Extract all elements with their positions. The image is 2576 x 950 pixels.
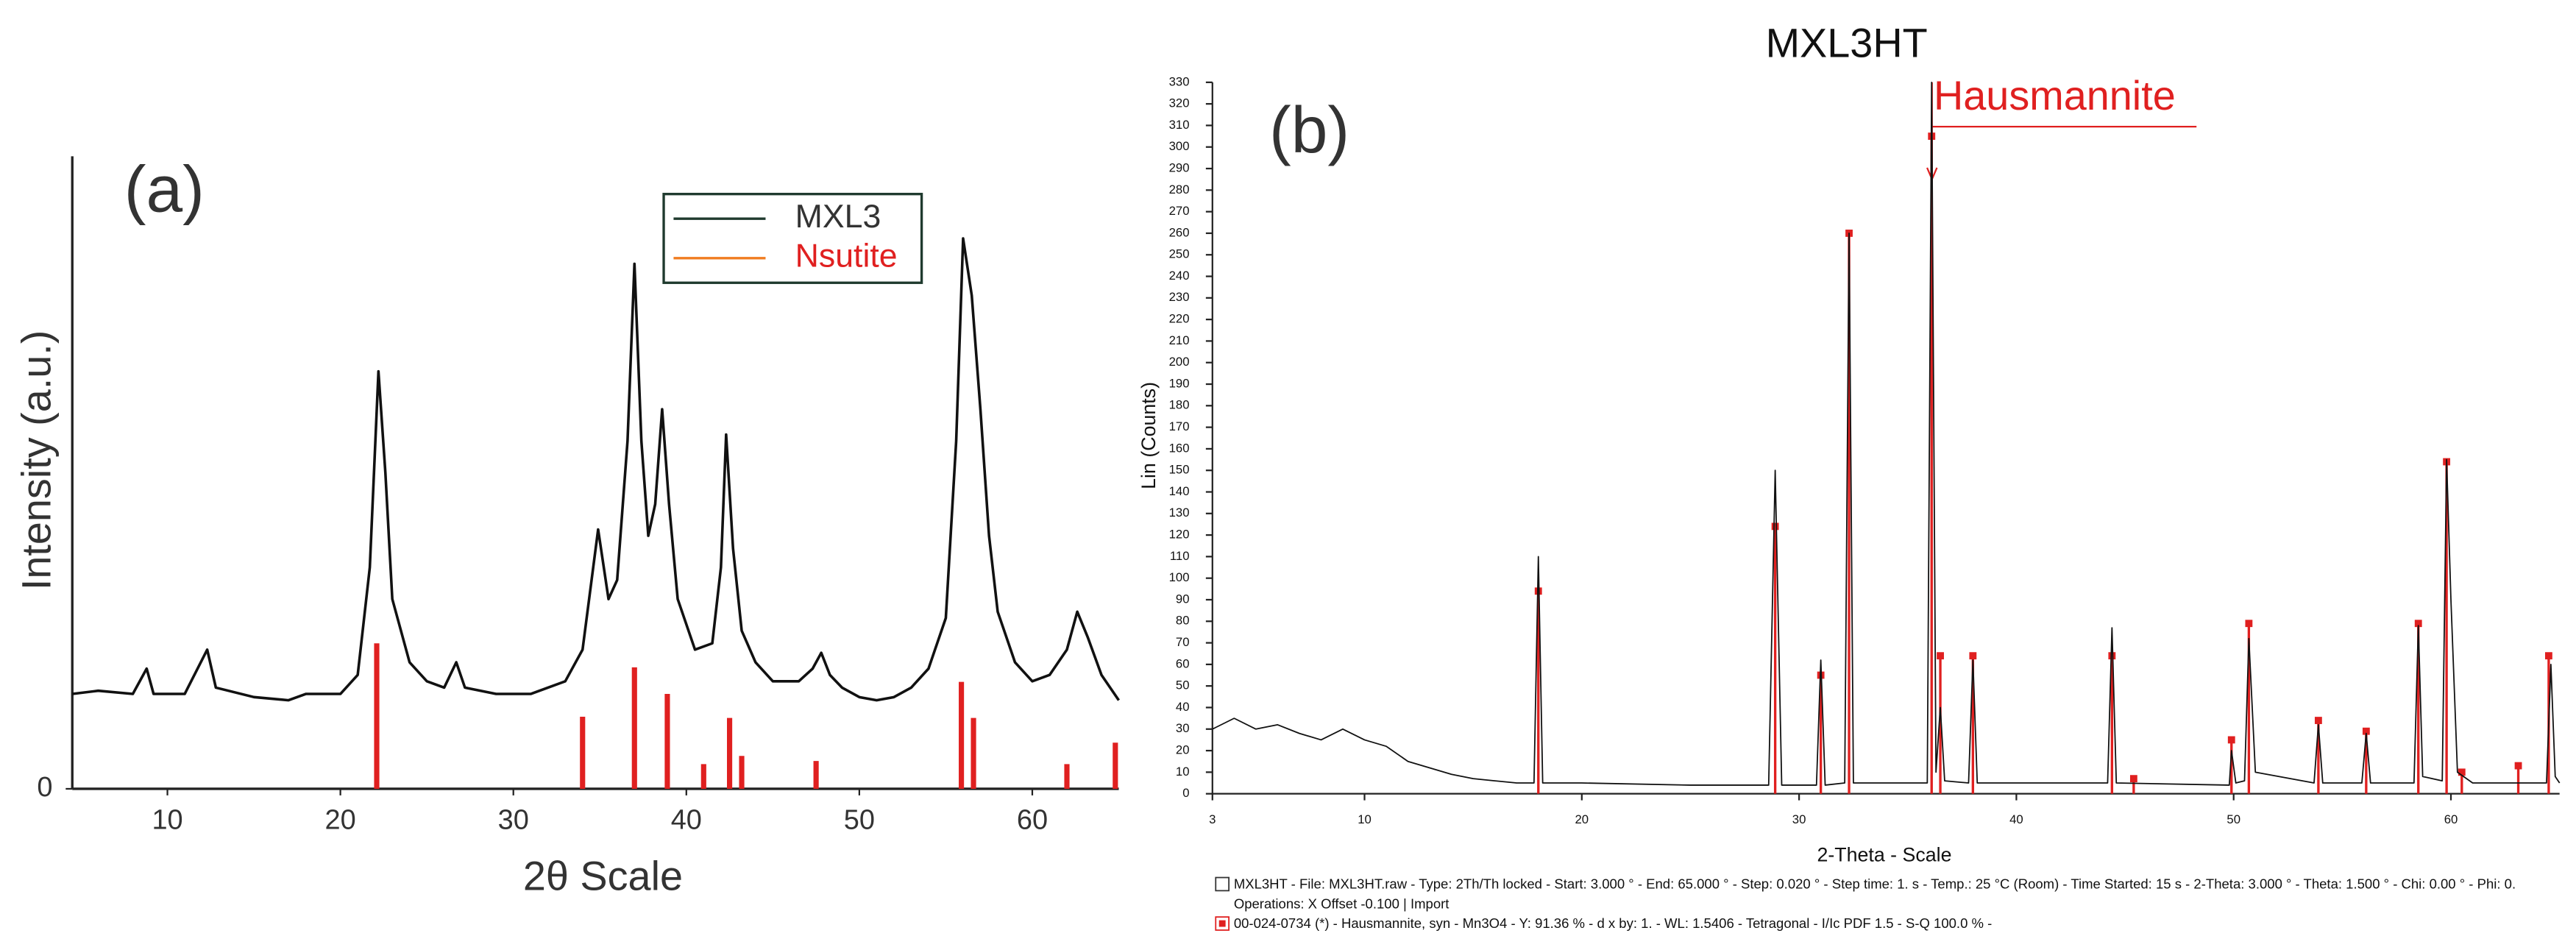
footer-text: Operations: X Offset -0.100 | Import <box>1234 896 1450 911</box>
panel-label: (b) <box>1269 93 1349 166</box>
y-tick-label: 200 <box>1169 355 1190 369</box>
x-tick-label: 60 <box>2444 812 2458 826</box>
y-tick-label: 50 <box>1176 678 1190 692</box>
y-tick-label: 0 <box>1182 786 1189 800</box>
reference-marker <box>1534 587 1542 595</box>
x-tick-label: 30 <box>498 805 529 836</box>
footer-icon <box>1218 920 1226 927</box>
y-tick-label: 70 <box>1176 635 1190 649</box>
reference-marker <box>2514 762 2522 770</box>
x-tick-label: 50 <box>844 805 875 836</box>
y-tick-label: 290 <box>1169 160 1190 174</box>
y-tick-label: 110 <box>1170 549 1190 563</box>
y-tick-label: 30 <box>1176 721 1190 735</box>
reference-marker <box>2227 736 2235 744</box>
reference-marker <box>2129 775 2137 783</box>
footer-text: 00-024-0734 (*) - Hausmannite, syn - Mn3… <box>1234 915 1992 931</box>
data-line <box>72 237 1120 702</box>
footer-text: MXL3HT - File: MXL3HT.raw - Type: 2Th/Th… <box>1234 876 2516 891</box>
y-tick-label: 90 <box>1176 592 1190 606</box>
y-tick-label: 100 <box>1169 570 1190 584</box>
reference-marker <box>2245 620 2253 628</box>
reference-marker <box>2108 652 2116 660</box>
reference-marker <box>1969 652 1977 660</box>
y-tick-label: 270 <box>1169 204 1190 218</box>
y-tick-label: 170 <box>1169 419 1190 433</box>
y-tick-label: 190 <box>1169 376 1190 390</box>
y-tick-label: 0 <box>37 772 52 803</box>
legend-label: MXL3 <box>795 199 881 235</box>
y-tick-label: 150 <box>1169 463 1190 477</box>
y-tick-label: 280 <box>1169 182 1190 196</box>
x-axis-label: 2θ Scale <box>523 853 683 899</box>
reference-marker <box>2458 768 2466 776</box>
y-tick-label: 320 <box>1169 96 1190 110</box>
y-tick-label: 20 <box>1176 742 1190 756</box>
chart-title: MXL3HT <box>1766 19 1928 65</box>
y-tick-label: 230 <box>1169 290 1190 304</box>
y-tick-label: 180 <box>1169 398 1190 412</box>
x-tick-label: 10 <box>1358 812 1372 826</box>
y-tick-label: 60 <box>1176 656 1190 670</box>
x-tick-label: 40 <box>671 805 702 836</box>
y-tick-label: 300 <box>1169 139 1190 153</box>
reference-marker <box>2544 652 2552 660</box>
y-tick-label: 240 <box>1169 269 1190 283</box>
reference-marker <box>1937 652 1944 660</box>
reference-marker <box>1771 522 1779 531</box>
x-tick-label: 50 <box>2226 812 2240 826</box>
y-tick-label: 260 <box>1169 225 1190 239</box>
x-tick-label: 40 <box>2009 812 2023 826</box>
y-tick-label: 310 <box>1169 118 1190 132</box>
data-line <box>1212 81 2561 786</box>
x-tick-label: 30 <box>1792 812 1806 826</box>
x-tick-label: 10 <box>152 805 182 836</box>
y-tick-label: 40 <box>1176 700 1190 714</box>
reference-marker <box>2414 620 2422 628</box>
x-tick-label: 3 <box>1209 812 1216 826</box>
y-tick-label: 250 <box>1169 247 1190 261</box>
x-tick-label: 20 <box>1575 812 1589 826</box>
y-tick-label: 120 <box>1169 528 1190 542</box>
x-tick-label: 60 <box>1017 805 1048 836</box>
footer-icon <box>1215 916 1230 931</box>
annotation: Hausmannite <box>1934 72 2176 118</box>
footer-icon <box>1215 876 1230 892</box>
y-tick-label: 160 <box>1169 441 1190 455</box>
x-axis-label: 2-Theta - Scale <box>1817 844 1951 866</box>
y-tick-label: 210 <box>1169 333 1190 347</box>
reference-marker <box>2362 727 2370 735</box>
legend-label: Nsutite <box>795 238 898 274</box>
panel-label: (a) <box>124 152 205 225</box>
y-tick-label: 220 <box>1169 312 1190 326</box>
y-axis-label: Intensity (a.u.) <box>13 330 59 591</box>
y-tick-label: 10 <box>1176 765 1190 779</box>
x-tick-label: 20 <box>325 805 356 836</box>
y-tick-label: 80 <box>1176 614 1190 628</box>
legend-box <box>662 193 923 284</box>
y-axis-label: Lin (Counts) <box>1138 382 1160 489</box>
y-tick-label: 330 <box>1169 74 1190 88</box>
reference-marker <box>2314 717 2322 724</box>
y-tick-label: 130 <box>1169 506 1190 520</box>
y-tick-label: 140 <box>1169 484 1190 498</box>
